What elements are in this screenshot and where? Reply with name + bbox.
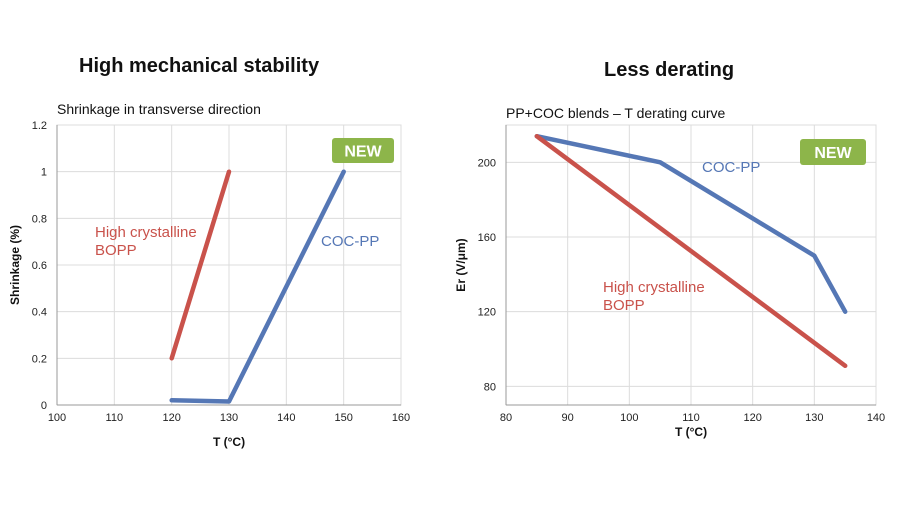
right-x-tick-label: 80 — [500, 412, 512, 424]
left-series-label-high-crystalline-bopp: High crystalline — [95, 224, 197, 241]
left-y-tick-label: 0.4 — [32, 307, 47, 319]
left-chart-title: Shrinkage in transverse direction — [57, 101, 261, 117]
right-y-tick-label: 160 — [478, 232, 496, 244]
left-y-tick-label: 0.8 — [32, 213, 47, 225]
left-chart-heading: High mechanical stability — [79, 55, 320, 77]
right-y-axis-label: Er (V/μm) — [454, 238, 468, 291]
right-chart-title: PP+COC blends – T derating curve — [506, 105, 726, 121]
right-series-label-high-crystalline-bopp: BOPP — [603, 297, 645, 314]
right-chart-heading: Less derating — [604, 59, 735, 81]
left-x-tick-label: 160 — [392, 412, 410, 424]
left-y-tick-label: 1 — [41, 167, 47, 179]
left-y-tick-label: 0 — [41, 400, 47, 412]
right-y-tick-label: 80 — [484, 381, 496, 393]
left-y-tick-label: 0.6 — [32, 260, 47, 272]
left-x-tick-label: 100 — [48, 412, 66, 424]
left-series-label-coc-pp: COC-PP — [321, 233, 379, 250]
right-y-tick-label: 120 — [478, 307, 496, 319]
right-x-tick-label: 130 — [805, 412, 823, 424]
right-x-tick-label: 120 — [743, 412, 761, 424]
right-series-label-coc-pp: COC-PP — [702, 159, 760, 176]
left-series-line-high-crystalline-bopp — [169, 169, 232, 361]
right-series-label-high-crystalline-bopp: High crystalline — [603, 279, 705, 296]
left-x-tick-label: 150 — [334, 412, 352, 424]
left-y-tick-label: 0.2 — [32, 353, 47, 365]
right-x-tick-label: 90 — [562, 412, 574, 424]
left-new-badge-text: NEW — [344, 144, 382, 161]
right-new-badge-text: NEW — [814, 145, 852, 162]
left-y-axis-label: Shrinkage (%) — [8, 225, 22, 305]
right-x-tick-label: 110 — [682, 412, 700, 424]
left-series-label-high-crystalline-bopp: BOPP — [95, 242, 137, 259]
left-x-tick-label: 110 — [106, 412, 124, 424]
left-series-line-coc-pp — [169, 169, 346, 404]
left-new-badge — [332, 138, 394, 163]
right-new-badge — [800, 139, 866, 165]
right-y-tick-label: 200 — [478, 157, 496, 169]
right-series-line-high-crystalline-bopp — [534, 133, 848, 369]
right-x-tick-label: 140 — [867, 412, 885, 424]
left-x-tick-label: 140 — [277, 412, 295, 424]
left-x-tick-label: 120 — [162, 412, 180, 424]
left-x-axis-label: T (°C) — [213, 435, 245, 449]
right-x-axis-label: T (°C) — [675, 425, 707, 439]
right-x-tick-label: 100 — [620, 412, 638, 424]
right-series-line-coc-pp — [534, 133, 848, 314]
left-x-tick-label: 130 — [220, 412, 238, 424]
left-y-tick-label: 1.2 — [32, 120, 47, 132]
